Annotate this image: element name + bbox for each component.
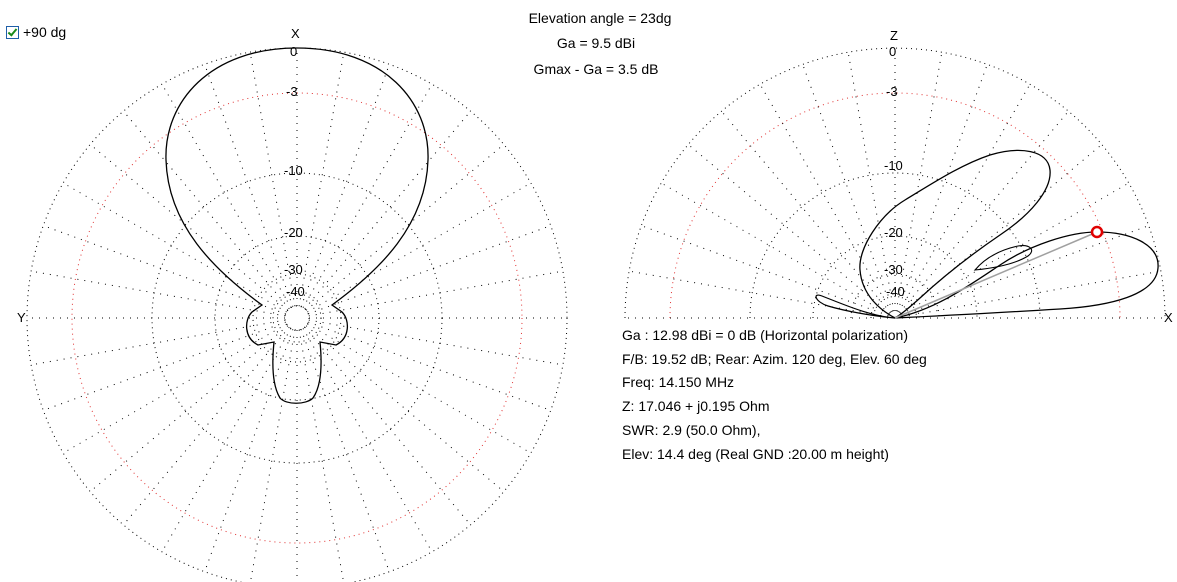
elevation-top-axis-label: Z [890,28,898,43]
grid-spoke [307,182,532,313]
grid-spoke [660,182,896,319]
info-impedance: Z: 17.046 + j0.195 Ohm [622,398,770,415]
antenna-info-panel: Ga : 12.98 dBi = 0 dB (Horizontal polari… [622,324,927,466]
grid-arc [812,235,978,319]
azimuth-ring-label: -30 [284,262,303,277]
grid-spoke [302,328,433,553]
grid-ring [26,47,568,582]
grid-spoke [307,323,532,454]
grid-spoke [847,52,896,319]
azimuth-ring-label: 0 [290,44,297,59]
grid-spoke [629,270,896,319]
grid-arc [624,47,1166,319]
elevation-pattern-back-lobes [815,294,896,319]
grid-spoke [161,328,292,553]
grid-spoke [894,225,1149,319]
grid-spoke [894,270,1161,319]
grid-spoke [300,64,390,307]
info-elevation: Elev: 14.4 deg (Real GND :20.00 m height… [622,445,889,462]
grid-ring [252,273,342,363]
ga-text: Ga = 9.5 dBi [556,35,636,51]
max-gain-ray [894,231,1098,319]
checkbox-checkmark-icon[interactable] [6,26,19,39]
grid-spoke [62,323,287,454]
azimuth-ring-label: -20 [284,225,303,240]
grid-spoke [308,319,563,366]
info-gain: Ga : 12.98 dBi = 0 dB (Horizontal polari… [622,327,908,343]
grid-spoke [305,325,505,492]
grid-spoke [89,144,289,311]
grid-spoke [894,182,1130,319]
grid-spoke [894,110,1069,319]
info-front-back: F/B: 19.52 dB; Rear: Azim. 120 deg, Elev… [622,350,927,367]
grid-spoke [161,83,292,308]
azimuth-ring-label: -40 [286,284,305,299]
elevation-ring-label: -20 [884,225,903,240]
grid-spoke [31,270,286,317]
gmax-ga-text: Gmax - Ga = 3.5 dB [533,61,659,77]
azimuth-left-axis-label: Y [17,310,26,325]
grid-spoke [123,326,290,526]
checkbox-label: +90 dg [23,24,67,40]
elevation-ring-label: 0 [889,44,896,59]
azimuth-pattern-curve [165,47,429,404]
grid-spoke [302,83,433,308]
max-gain-marker [1090,225,1104,239]
grid-spoke [204,329,294,572]
plus-90-dg-checkbox[interactable]: +90 dg [6,24,66,41]
elevation-pattern-main-lobe [894,231,1159,319]
elevation-right-axis-label: X [1164,310,1173,325]
elevation-angle-text: Elevation angle = 23dg [528,10,672,26]
grid-spoke [304,110,471,310]
grid-ring [214,235,380,401]
grid-spoke [304,326,471,526]
info-frequency: Freq: 14.150 MHz [622,374,735,391]
azimuth-ring-label: -10 [284,163,303,178]
elevation-ring-label: -3 [886,84,898,99]
grid-spoke [300,329,390,572]
grid-spoke [62,182,287,313]
grid-spoke [204,64,294,307]
azimuth-grid [26,47,568,582]
elevation-pattern-high-lobe [859,149,1051,319]
grid-ring [151,172,443,464]
grid-spoke [298,329,345,582]
grid-spoke [43,225,286,315]
grid-spoke [43,321,286,411]
grid-spoke [759,83,896,319]
grid-spoke [802,64,896,319]
grid-spoke [894,52,943,319]
grid-spoke [249,52,296,307]
grid-ring [284,305,310,331]
grid-spoke [298,52,345,307]
grid-spoke [89,325,289,492]
minus3-ring [71,92,523,544]
azimuth-top-axis-label: X [291,26,300,41]
grid-spoke [308,225,551,315]
azimuth-ring-label: -3 [286,84,298,99]
grid-spoke [687,144,896,319]
info-swr: SWR: 2.9 (50.0 Ohm), [622,421,761,438]
grid-spoke [123,110,290,310]
elevation-pattern-mid-lobe [973,245,1033,271]
grid-spoke [308,321,551,411]
grid-spoke [305,144,505,311]
elevation-ring-label: -10 [884,158,903,173]
grid-spoke [721,110,896,319]
grid-ring [272,293,322,343]
grid-spoke [894,83,1031,319]
grid-spoke [249,329,296,582]
grid-spoke [641,225,896,319]
grid-spoke [31,319,286,366]
elevation-ring-label: -30 [884,262,903,277]
grid-spoke [308,270,563,317]
elevation-ring-label: -40 [886,284,905,299]
